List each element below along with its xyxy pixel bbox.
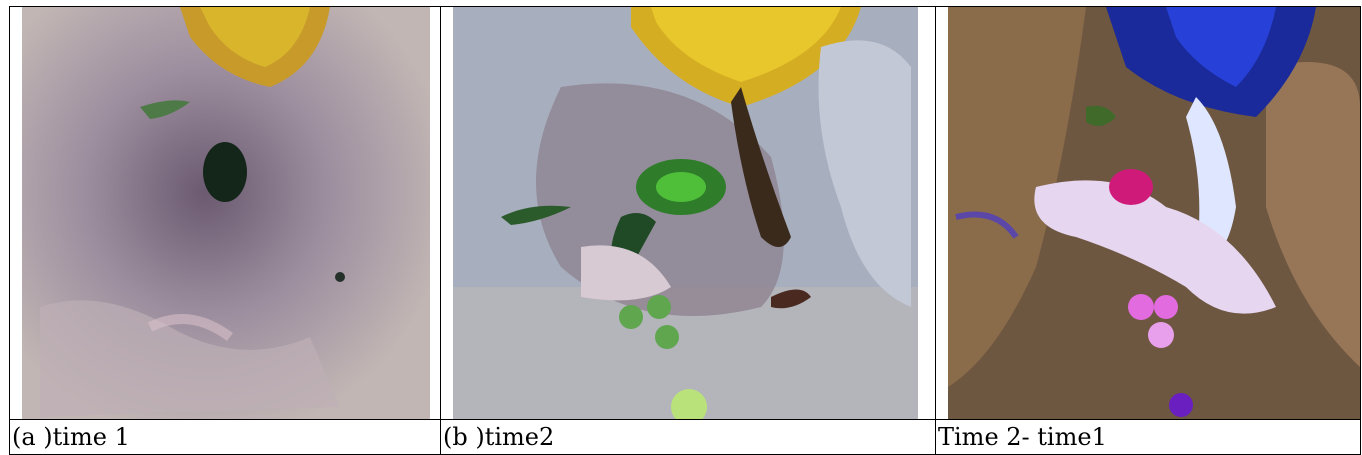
page: (a )time 1 (b )time2 Time 2- time1 — [0, 0, 1362, 455]
caption: Time 2- time1 — [936, 420, 1361, 455]
caption: (b )time2 — [441, 420, 936, 455]
figure-table: (a )time 1 (b )time2 Time 2- time1 — [9, 6, 1361, 455]
image-cell — [10, 7, 441, 420]
image-cell — [936, 7, 1361, 420]
satellite-image-time1 — [10, 7, 440, 419]
image-cell — [441, 7, 936, 420]
satellite-image-time2 — [441, 7, 935, 419]
caption: (a )time 1 — [10, 420, 441, 455]
satellite-image-difference — [936, 7, 1360, 419]
